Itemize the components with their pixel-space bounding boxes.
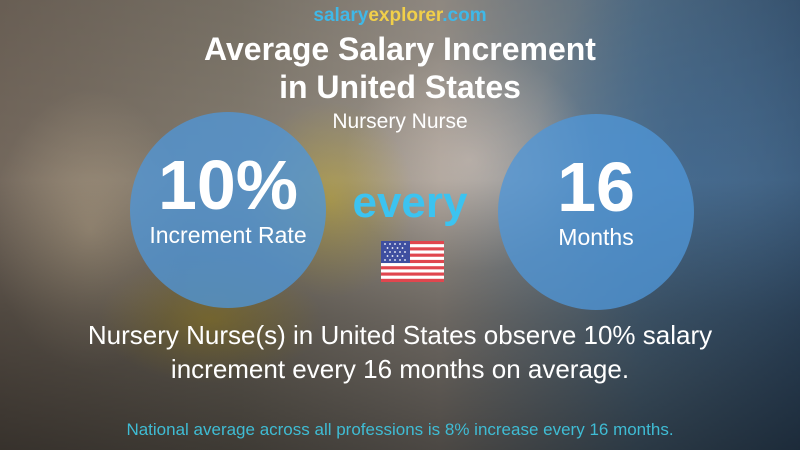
summary-line-1: Nursery Nurse(s) in United States observ… [87, 320, 713, 350]
period-label: Months [558, 224, 634, 250]
increment-rate-value: 10% [157, 146, 299, 224]
brand-part-explorer: explorer [368, 5, 443, 26]
period-circle: 16 Months [498, 114, 694, 310]
period-value: 16 [557, 148, 635, 226]
title-line-1: Average Salary Increment [204, 31, 596, 67]
title-line-2: in United States [279, 69, 521, 105]
page-title: Average Salary Increment in United State… [0, 30, 800, 106]
increment-rate-circle: 10% Increment Rate [130, 112, 326, 308]
every-connector: every [352, 178, 468, 227]
national-average-note: National average across all professions … [126, 420, 674, 439]
brand-logo[interactable]: salaryexplorer.com [0, 5, 800, 27]
summary-line-2: increment every 16 months on average. [170, 354, 630, 384]
us-flag-icon [381, 241, 444, 282]
job-subtitle: Nursery Nurse [332, 110, 468, 133]
summary-text: Nursery Nurse(s) in United States observ… [0, 318, 800, 386]
brand-part-salary: salary [313, 5, 369, 26]
increment-rate-label: Increment Rate [149, 222, 307, 248]
brand-part-com: .com [442, 5, 487, 26]
